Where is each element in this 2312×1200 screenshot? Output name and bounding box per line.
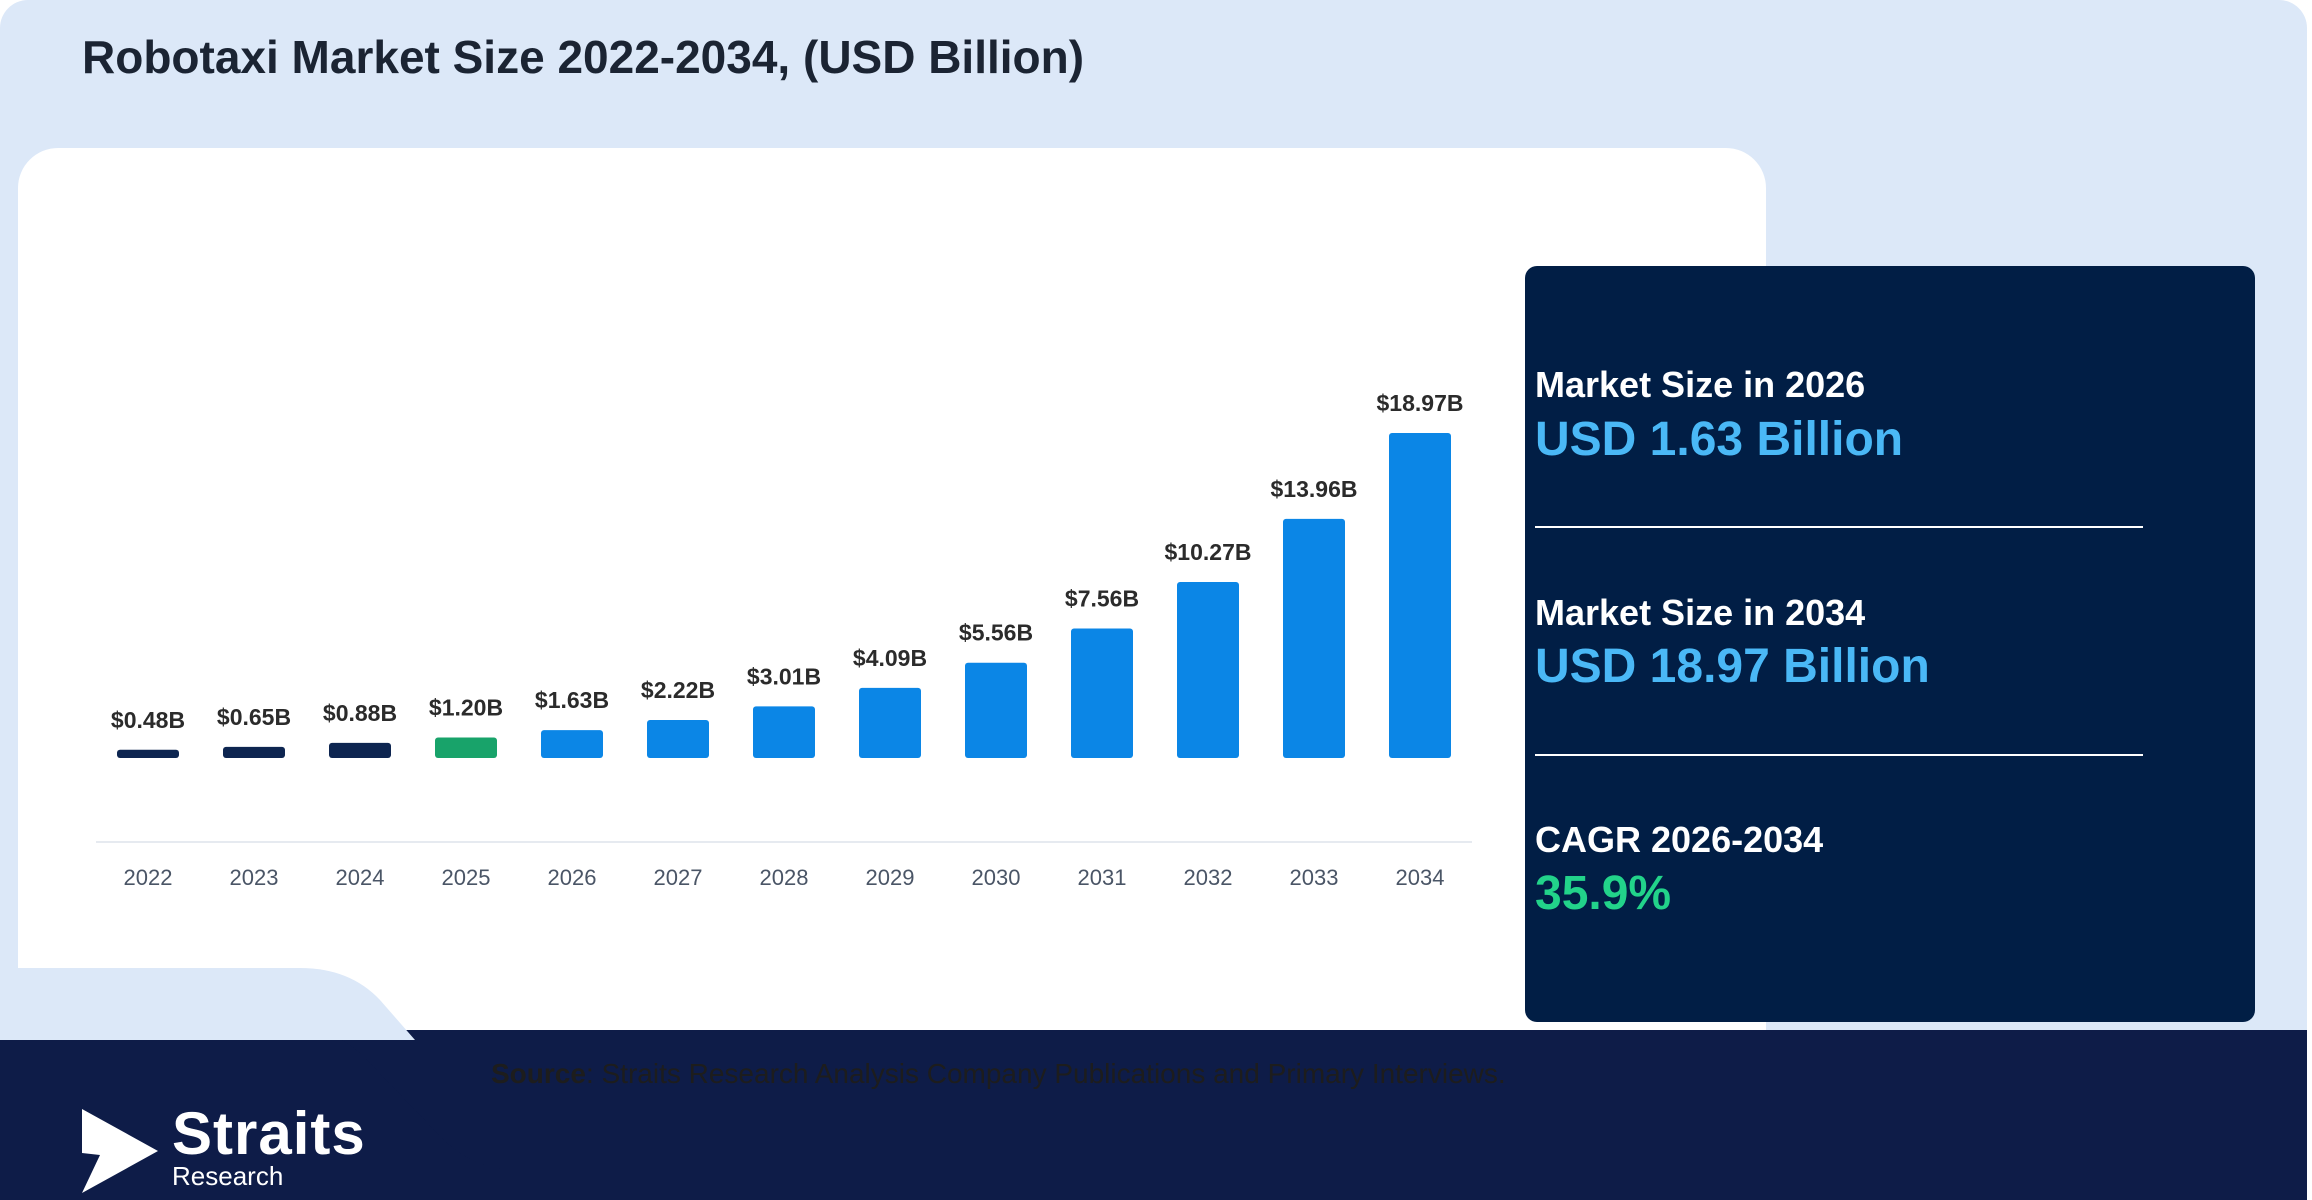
source-note: Source: Straits Research Analysis Compan…: [491, 1058, 1506, 1090]
logo-arrow-icon: [82, 1109, 158, 1193]
straits-logo: Straits Research: [80, 1100, 420, 1197]
x-tick-2033: 2033: [1290, 865, 1339, 890]
x-tick-2024: 2024: [336, 865, 385, 890]
bar-2022: [117, 749, 179, 758]
footer-curve: [0, 1030, 2307, 1200]
bar-2033: [1283, 518, 1345, 758]
data-label-2022: $0.48B: [111, 707, 185, 733]
x-tick-2025: 2025: [442, 865, 491, 890]
stat-cagr-label: CAGR 2026-2034: [1535, 819, 1824, 860]
bar-2029: [859, 687, 921, 758]
data-label-2023: $0.65B: [217, 704, 291, 730]
x-tick-2032: 2032: [1184, 865, 1233, 890]
x-tick-2031: 2031: [1078, 865, 1127, 890]
stat-2026-label: Market Size in 2026: [1535, 364, 1866, 405]
x-tick-2034: 2034: [1396, 865, 1445, 890]
x-tick-2026: 2026: [548, 865, 597, 890]
stats-panel: Market Size in 2026 USD 1.63 Billion Mar…: [1525, 266, 2255, 1022]
bar-2031: [1071, 628, 1133, 758]
bar-2023: [223, 746, 285, 758]
bar-2025: [435, 737, 497, 758]
data-label-2025: $1.20B: [429, 694, 503, 720]
source-label: Source: [491, 1058, 586, 1089]
bar-2028: [753, 706, 815, 758]
data-label-2029: $4.09B: [853, 645, 927, 671]
bar-2034: [1389, 433, 1451, 758]
stat-2026-value: USD 1.63 Billion: [1535, 413, 1904, 466]
data-label-2030: $5.56B: [959, 620, 1033, 646]
stat-divider: [1535, 526, 2143, 528]
data-label-2026: $1.63B: [535, 687, 609, 713]
logo-name: Straits: [172, 1100, 366, 1167]
x-tick-2022: 2022: [124, 865, 173, 890]
bar-2027: [647, 719, 709, 758]
x-tick-2023: 2023: [230, 865, 279, 890]
stat-2034-value: USD 18.97 Billion: [1535, 640, 1930, 693]
bar-2032: [1177, 582, 1239, 758]
data-label-2034: $18.97B: [1377, 390, 1464, 416]
bars: [117, 433, 1451, 758]
stat-divider: [1535, 754, 2143, 756]
logo-subtitle: Research: [172, 1161, 284, 1191]
panel-notch: [0, 968, 415, 1040]
data-labels: $0.48B $0.65B $0.88B $1.20B $1.63B $2.22B $3.0…: [111, 390, 1464, 733]
bar-2030: [965, 662, 1027, 758]
source-text: : Straits Research Analysis Company Publ…: [585, 1058, 1506, 1089]
data-label-2027: $2.22B: [641, 677, 715, 703]
x-tick-2030: 2030: [972, 865, 1021, 890]
data-label-2033: $13.96B: [1271, 476, 1358, 502]
bar-2026: [541, 730, 603, 758]
data-label-2024: $0.88B: [323, 700, 397, 726]
stat-cagr-value: 35.9%: [1535, 867, 1672, 920]
chart-title: Robotaxi Market Size 2022-2034, (USD Bil…: [82, 31, 1085, 83]
data-label-2028: $3.01B: [747, 663, 821, 689]
x-tick-2027: 2027: [654, 865, 703, 890]
x-tick-2029: 2029: [866, 865, 915, 890]
bar-2024: [329, 742, 391, 758]
data-label-2031: $7.56B: [1065, 585, 1139, 611]
stat-2034-label: Market Size in 2034: [1535, 592, 1866, 633]
x-tick-2028: 2028: [760, 865, 809, 890]
x-tick-labels: 2022 2023 2024 2025 2026 2027 2028 2029 2030 2031…: [124, 865, 1445, 890]
data-label-2032: $10.27B: [1165, 539, 1252, 565]
